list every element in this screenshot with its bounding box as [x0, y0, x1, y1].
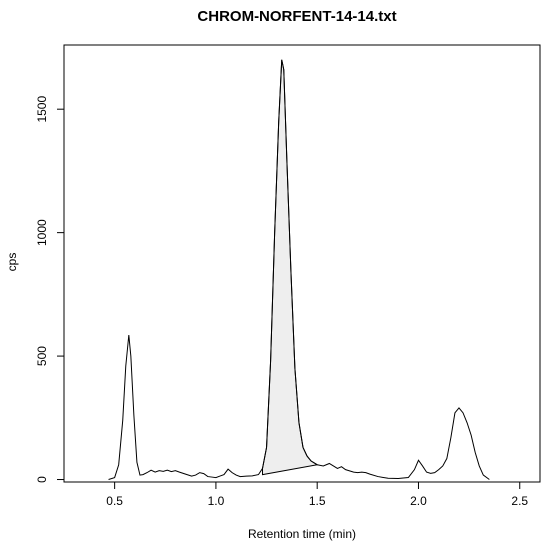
- x-axis: 0.5 1.0 1.5 2.0 2.5: [106, 481, 528, 508]
- shaded-peak-area: [262, 59, 319, 476]
- x-tick-label: 0.5: [106, 494, 123, 508]
- chart-title: CHROM-NORFENT-14-14.txt: [197, 8, 396, 25]
- x-tick-label: 1.0: [208, 494, 225, 508]
- y-tick-label: 1000: [35, 219, 49, 246]
- x-tick-label: 2.5: [511, 494, 528, 508]
- y-axis-label: cps: [5, 253, 19, 272]
- plot-frame: [63, 44, 541, 483]
- y-tick-label: 0: [35, 476, 49, 483]
- x-tick-label: 2.0: [410, 494, 427, 508]
- series-layer: [108, 59, 490, 481]
- y-axis: 0 500 1000 1500: [35, 96, 65, 483]
- series-line: [108, 59, 490, 481]
- y-tick-label: 1500: [35, 96, 49, 123]
- x-tick-label: 1.5: [309, 494, 326, 508]
- shaded-peak-polygon: [262, 59, 319, 476]
- x-axis-label: Retention time (min): [248, 527, 356, 541]
- y-tick-label: 500: [35, 346, 49, 366]
